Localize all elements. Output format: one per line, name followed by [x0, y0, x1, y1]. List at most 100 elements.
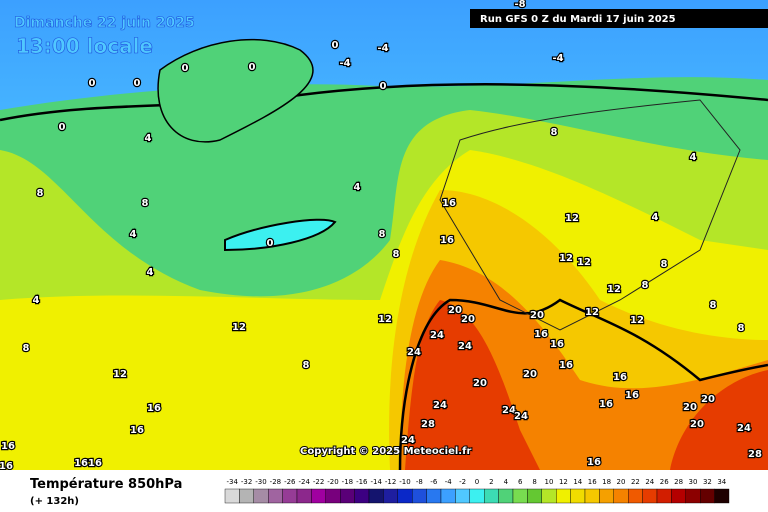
contour-label: 8 — [738, 323, 745, 334]
scale-swatch — [253, 488, 269, 504]
scale-swatch — [383, 488, 398, 504]
scale-label: -12 — [385, 478, 396, 486]
scale-swatch — [455, 488, 470, 504]
scale-swatch — [541, 488, 557, 504]
scale-label: -8 — [416, 478, 423, 486]
color-scale: -34 -32 -30 -28 -26 -24 -22 -20 -18 -16 -14 -12 -10-… — [224, 478, 730, 504]
contour-label: 8 — [661, 259, 668, 270]
scale-label: 4 — [504, 478, 509, 486]
scale-swatch — [700, 488, 715, 504]
contour-label: 24 — [514, 411, 528, 422]
contour-label: 8 — [303, 360, 310, 371]
scale-swatch — [570, 488, 586, 504]
contour-label: 16 — [440, 235, 454, 246]
scale-label: -6 — [430, 478, 438, 486]
scale-swatch — [613, 488, 629, 504]
scale-swatch — [498, 488, 514, 504]
contour-label: 8 — [551, 127, 558, 138]
scale-swatch — [599, 488, 615, 504]
contour-label: 24 — [502, 405, 516, 416]
run-info: Run GFS 0 Z du Mardi 17 juin 2025 — [480, 14, 676, 25]
contour-label: 28 — [421, 419, 435, 430]
map — [0, 0, 768, 471]
contour-label: 12 — [630, 315, 644, 326]
scale-swatch — [469, 488, 485, 504]
contour-label: -4 — [339, 58, 350, 69]
contour-label: 12 — [559, 253, 573, 264]
contour-label: 20 — [523, 369, 537, 380]
twenty-isotherm — [398, 298, 768, 471]
scale-label: 20 — [617, 478, 626, 486]
contour-label: 0 — [59, 122, 66, 133]
contour-label: 8 — [142, 198, 149, 209]
scale-label: 6 — [518, 478, 523, 486]
contour-label: 8 — [393, 249, 400, 260]
contour-label: 12 — [565, 213, 579, 224]
zero-isotherm — [0, 83, 768, 122]
scale-swatch — [440, 488, 456, 504]
scale-label: -2 — [459, 478, 466, 486]
contour-label: 0 — [249, 62, 256, 73]
scale-label: -16 — [356, 478, 368, 486]
scale-label: 30 — [689, 478, 698, 486]
contour-label: -8 — [514, 0, 525, 10]
scale-label: -20 — [327, 478, 338, 486]
scale-label: 24 — [645, 478, 654, 486]
scale-swatch — [239, 488, 254, 504]
contour-label: 16 — [587, 457, 601, 468]
scale-swatch — [325, 488, 341, 504]
contour-label: 4 — [33, 295, 40, 306]
scale-label: -30 — [255, 478, 266, 486]
scale-swatch — [714, 488, 730, 504]
footer-lead: (+ 132h) — [30, 496, 79, 507]
scale-swatch — [584, 488, 600, 504]
scale-label: -10 — [399, 478, 410, 486]
scale-swatch — [556, 488, 571, 504]
contour-label: 16 — [534, 329, 548, 340]
contour-label: 0 — [267, 238, 274, 249]
contour-label: 16 — [599, 399, 613, 410]
contour-label: 12 — [232, 322, 246, 333]
scale-label: 8 — [532, 478, 536, 486]
contour-label: 20 — [473, 378, 487, 389]
scale-label: 18 — [602, 478, 611, 486]
scale-label: 0 — [475, 478, 479, 486]
contour-label: 20 — [683, 402, 697, 413]
contour-label: 12 — [585, 307, 599, 318]
contour-label: 12 — [607, 284, 621, 295]
contour-label: 0 — [182, 63, 189, 74]
contour-label: 20 — [701, 394, 715, 405]
contour-label: 0 — [134, 78, 141, 89]
contour-label: 12 — [113, 369, 127, 380]
contour-label: 16 — [130, 425, 144, 436]
scale-label: -28 — [270, 478, 281, 486]
scale-swatch — [685, 488, 701, 504]
contour-label: 12 — [378, 314, 392, 325]
scale-swatch — [484, 488, 499, 504]
forecast-date: Dimanche 22 juin 2025 — [14, 15, 195, 31]
copyright: Copyright © 2025 Meteociel.fr — [300, 446, 471, 457]
contour-label: 16 — [625, 390, 639, 401]
contour-label: 24 — [737, 423, 751, 434]
scale-swatch — [527, 488, 543, 504]
contour-label: 16 — [550, 339, 564, 350]
scale-swatch — [368, 488, 384, 504]
scale-label: -26 — [284, 478, 296, 486]
scale-swatch — [426, 488, 442, 504]
contour-label: 4 — [145, 133, 152, 144]
contour-label: 0 — [89, 78, 96, 89]
contour-label: 24 — [458, 341, 472, 352]
scale-swatch — [268, 488, 283, 504]
contour-label: 0 — [380, 81, 387, 92]
scale-swatch — [671, 488, 687, 504]
contour-label: 20 — [690, 419, 704, 430]
scale-label: -14 — [370, 478, 382, 486]
contour-label: 16 — [559, 360, 573, 371]
greenland — [157, 38, 314, 143]
contour-label: 24 — [430, 330, 444, 341]
scale-swatch — [642, 488, 658, 504]
contour-label: 16 — [147, 403, 161, 414]
scale-label: 32 — [703, 478, 712, 486]
